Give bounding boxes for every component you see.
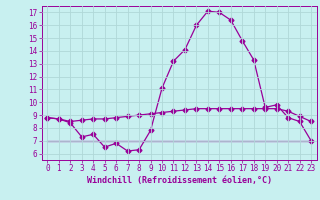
X-axis label: Windchill (Refroidissement éolien,°C): Windchill (Refroidissement éolien,°C) bbox=[87, 176, 272, 185]
